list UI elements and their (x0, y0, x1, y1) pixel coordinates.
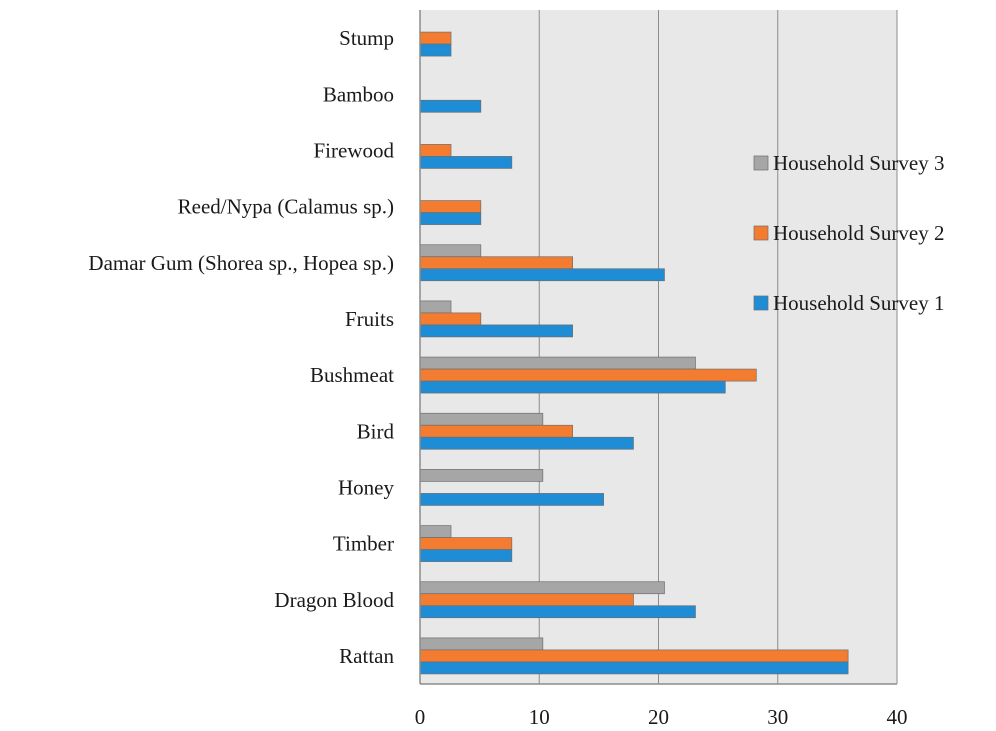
tick-labels: 0 10 20 30 40 (415, 705, 908, 729)
category-labels: Stump Bamboo Firewood Reed/Nypa (Calamus sp… (88, 26, 394, 668)
bar (419, 368, 757, 382)
tick-label: 40 (887, 705, 908, 729)
legend-swatch (753, 295, 769, 311)
bar (419, 581, 665, 595)
bar (419, 156, 513, 169)
bar (419, 412, 544, 426)
bars (419, 31, 849, 675)
bar (419, 424, 573, 438)
bar (419, 43, 452, 57)
tick-label: 20 (648, 705, 669, 729)
category-label: Bamboo (323, 82, 394, 106)
tick-label: 0 (415, 705, 426, 729)
bar (419, 637, 544, 651)
bar (419, 300, 452, 314)
category-label: Firewood (314, 138, 395, 162)
legend-label: Household Survey 3 (773, 151, 945, 175)
category-label: Damar Gum (Shorea sp., Hopea sp.) (88, 251, 394, 275)
category-label: Rattan (339, 644, 394, 668)
tick-label: 30 (767, 705, 788, 729)
bar (419, 324, 573, 338)
bar (419, 356, 696, 370)
legend-label: Household Survey 2 (773, 221, 945, 245)
category-label: Dragon Blood (274, 588, 394, 612)
bar (419, 605, 696, 619)
bar (419, 99, 482, 113)
legend-label: Household Survey 1 (773, 291, 945, 315)
category-label: Reed/Nypa (Calamus sp.) (178, 195, 394, 219)
bar (419, 380, 726, 394)
bar (419, 649, 849, 663)
bar (419, 537, 513, 550)
category-label: Fruits (345, 307, 394, 331)
bar (419, 593, 634, 607)
bar (419, 200, 482, 213)
category-label: Bushmeat (310, 363, 394, 387)
bar (419, 469, 544, 482)
category-label: Bird (357, 419, 395, 443)
bar (419, 312, 482, 326)
legend: Household Survey 3 Household Survey 2 Hous… (753, 151, 945, 315)
bar (419, 525, 452, 538)
bar (419, 436, 634, 450)
category-label: Honey (338, 475, 394, 499)
bar (419, 144, 452, 157)
bar (419, 493, 604, 506)
bar (419, 549, 513, 562)
legend-swatch (753, 155, 769, 171)
bar (419, 268, 665, 282)
bar (419, 256, 573, 270)
bar (419, 661, 849, 675)
legend-swatch (753, 225, 769, 241)
category-label: Timber (333, 532, 394, 556)
category-label: Stump (339, 26, 394, 50)
tick-label: 10 (529, 705, 550, 729)
bar (419, 244, 482, 258)
gridlines (538, 10, 898, 684)
bar (419, 212, 482, 225)
bar (419, 31, 452, 45)
